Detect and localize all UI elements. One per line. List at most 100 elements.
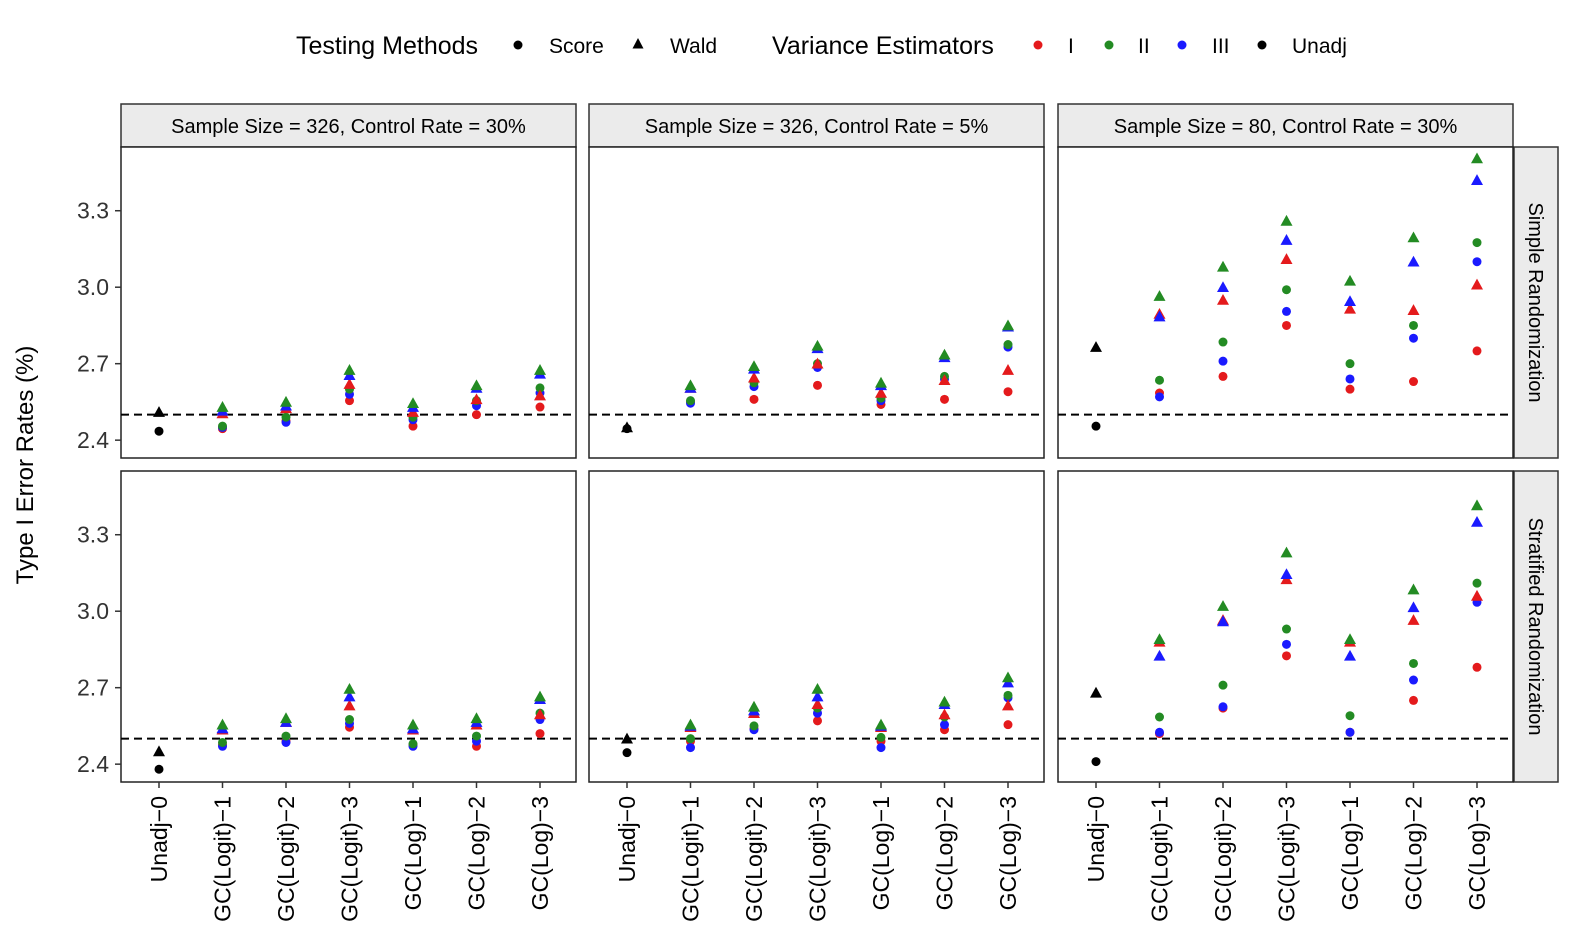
point-score-I [1409, 695, 1418, 705]
point-score-I [940, 394, 949, 404]
point-score-II [345, 715, 354, 725]
legend-score-circle-icon [513, 40, 523, 50]
point-wald-I [1471, 589, 1483, 601]
point-score-II [686, 396, 695, 406]
point-unadj-score [622, 424, 632, 434]
legend-variance-title: Variance Estimators [772, 32, 994, 60]
point-score-II [1003, 690, 1013, 700]
legend-variance-I-label: I [1068, 35, 1074, 58]
point-score-III [1282, 639, 1291, 649]
col-strip-2 [588, 103, 1045, 148]
point-score-I [535, 402, 545, 412]
point-score-II [408, 739, 418, 749]
point-wald-II [684, 379, 697, 391]
panel-r2-c1 [120, 470, 577, 783]
y-tick-label: 2.7 [77, 675, 109, 701]
point-wald-III [1280, 568, 1293, 580]
y-axis-row-2: 2.4 2.7 3.0 3.3 [77, 522, 121, 777]
point-score-I [408, 421, 418, 431]
x-tick-label: GC(Logit)−1 [210, 796, 236, 922]
point-score-I [1472, 346, 1482, 356]
point-wald-I [1002, 364, 1014, 375]
point-score-II [218, 737, 227, 747]
x-tick-label: Unadj−0 [1083, 796, 1109, 882]
point-wald-I [938, 708, 951, 720]
point-score-II [472, 731, 481, 741]
x-axis-col-1: Unadj−0 GC(Logit)−1 GC(Logit)−2 GC(Logit)−3… [146, 782, 553, 922]
legend-variance-unadj-label: Unadj [1292, 35, 1347, 58]
point-wald-II [875, 718, 887, 730]
point-score-I [472, 410, 481, 420]
y-tick-label: 3.0 [77, 274, 109, 300]
point-wald-III [1217, 281, 1229, 293]
point-wald-III [1217, 615, 1229, 627]
row-strip-1 [1513, 146, 1559, 459]
point-score-III [1409, 333, 1418, 343]
y-tick-label: 2.4 [77, 427, 109, 453]
legend-wald-label: Wald [670, 35, 717, 58]
legend-variance-III-label: III [1212, 35, 1230, 58]
point-score-II [1003, 340, 1013, 350]
point-wald-I [1407, 304, 1420, 315]
point-score-II [1155, 712, 1164, 722]
x-tick-label: GC(Log)−2 [932, 796, 958, 910]
point-score-III [1345, 374, 1355, 384]
row-strip-1-label: Simple Randomization [1524, 202, 1546, 402]
row-strip-2-label: Stratified Randomization [1524, 518, 1546, 736]
point-score-I [1003, 387, 1013, 397]
point-score-I [813, 716, 822, 726]
point-wald-II [470, 379, 483, 391]
point-wald-II [811, 339, 824, 351]
point-score-III [1218, 702, 1228, 712]
point-wald-I [938, 374, 951, 386]
x-tick-label: GC(Log)−2 [1401, 796, 1427, 910]
point-wald-III [1344, 295, 1356, 307]
point-wald-II [938, 695, 951, 707]
point-wald-II [684, 718, 697, 730]
point-unadj-score [154, 426, 164, 436]
point-score-II [876, 732, 886, 742]
point-wald-I [534, 389, 546, 401]
y-axis-title: Type I Error Rates (%) [12, 346, 39, 585]
point-score-II [1472, 578, 1482, 588]
point-wald-II [1153, 633, 1166, 645]
x-tick-label: GC(Log)−1 [868, 796, 894, 910]
point-score-II [1155, 375, 1164, 385]
point-wald-I [343, 699, 356, 711]
x-tick-label: GC(Log)−3 [1464, 796, 1490, 910]
point-unadj-score [1091, 421, 1101, 431]
point-score-I [1409, 377, 1418, 387]
x-tick-label: GC(Log)−3 [995, 796, 1021, 910]
point-wald-III [1153, 649, 1166, 661]
point-wald-II [407, 397, 419, 408]
x-tick-label: Unadj−0 [614, 796, 640, 882]
point-wald-II [1344, 274, 1356, 286]
panel-r1-c2 [588, 146, 1045, 459]
point-score-III [940, 720, 949, 730]
x-tick-label: GC(Logit)−2 [1210, 796, 1236, 922]
legend-variance-unadj-swatch-icon [1257, 40, 1267, 50]
point-wald-II [748, 700, 760, 712]
point-score-III [1218, 356, 1228, 366]
x-axis-col-3: Unadj−0 GC(Logit)−1 GC(Logit)−2 GC(Logit)−3… [1083, 782, 1490, 922]
point-wald-I [748, 371, 760, 383]
point-wald-III [1471, 174, 1483, 185]
point-wald-II [280, 395, 292, 407]
point-score-III [1472, 257, 1482, 267]
y-axes: 2.4 2.7 3.0 3.3 2.4 2.7 3.0 3.3 [77, 198, 121, 777]
point-score-II [1282, 624, 1291, 634]
point-unadj-wald [153, 406, 165, 417]
panel-r1-c3 [1057, 146, 1514, 459]
point-wald-III [811, 690, 824, 702]
point-wald-II [470, 712, 483, 724]
point-wald-I [1002, 699, 1014, 711]
row-strip-2 [1513, 470, 1559, 783]
point-wald-I [811, 357, 824, 369]
point-score-II [1218, 680, 1228, 690]
point-wald-II [1471, 152, 1483, 164]
legend-wald-triangle-icon [632, 38, 644, 49]
point-score-I [813, 380, 822, 390]
row-strips: Simple Randomization Stratified Randomiz… [1513, 146, 1559, 783]
point-wald-II [1471, 499, 1483, 511]
